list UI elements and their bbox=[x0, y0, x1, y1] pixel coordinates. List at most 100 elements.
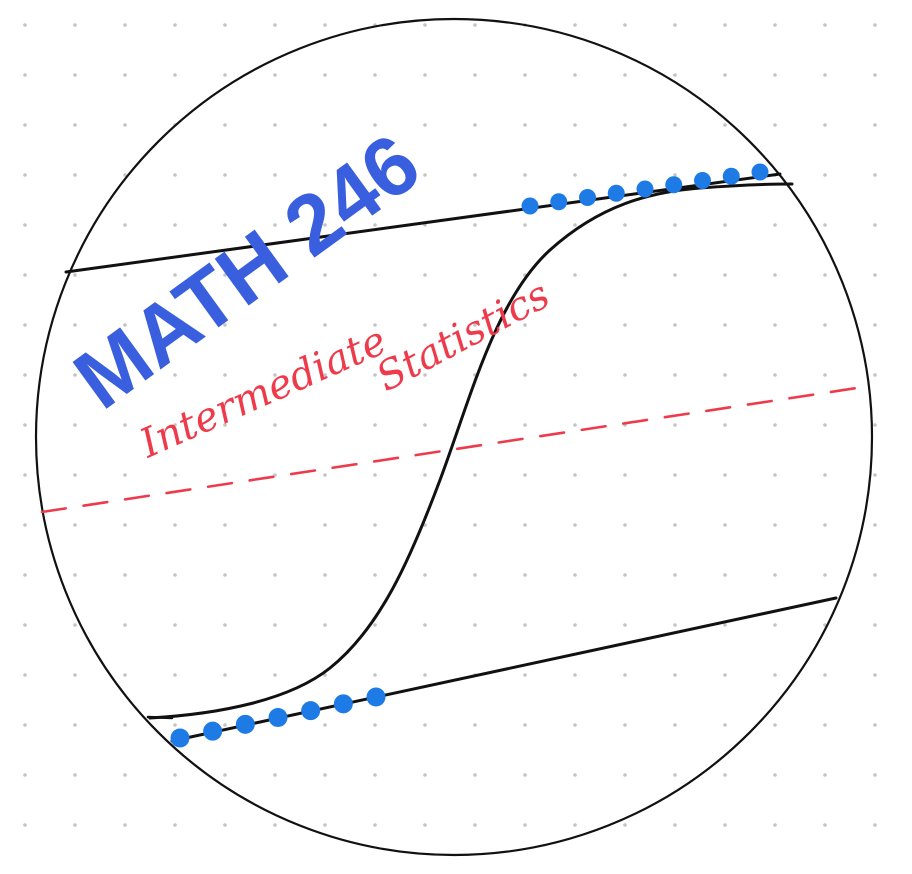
grid-dot bbox=[773, 23, 777, 27]
grid-dot bbox=[223, 123, 227, 127]
grid-dot bbox=[673, 473, 677, 477]
grid-dot bbox=[423, 773, 427, 777]
blue-data-dot bbox=[751, 163, 769, 181]
grid-dot bbox=[323, 23, 327, 27]
grid-dot bbox=[523, 123, 527, 127]
grid-dot bbox=[273, 273, 277, 277]
grid-dot bbox=[123, 623, 127, 627]
blue-data-dot bbox=[607, 184, 625, 202]
upper-blue-dots bbox=[521, 163, 769, 215]
grid-dot bbox=[123, 773, 127, 777]
blue-data-dot bbox=[268, 708, 288, 727]
grid-dot bbox=[473, 423, 477, 427]
grid-dot bbox=[473, 223, 477, 227]
grid-dot bbox=[423, 573, 427, 577]
grid-dot bbox=[173, 773, 177, 777]
grid-dot bbox=[623, 273, 627, 277]
grid-dot bbox=[173, 673, 177, 677]
grid-dot bbox=[73, 73, 77, 77]
grid-dot bbox=[773, 523, 777, 527]
grid-dot bbox=[23, 373, 27, 377]
grid-dot bbox=[323, 473, 327, 477]
grid-dot bbox=[823, 573, 827, 577]
grid-dot bbox=[73, 723, 77, 727]
grid-dot bbox=[123, 23, 127, 27]
dot-grid-background bbox=[23, 23, 877, 827]
logo-circle bbox=[34, 17, 874, 857]
grid-dot bbox=[373, 173, 377, 177]
grid-dot bbox=[223, 273, 227, 277]
grid-dot bbox=[823, 123, 827, 127]
grid-dot bbox=[773, 623, 777, 627]
grid-dot bbox=[123, 473, 127, 477]
grid-dot bbox=[223, 373, 227, 377]
grid-dot bbox=[573, 573, 577, 577]
grid-dot bbox=[723, 273, 727, 277]
grid-dot bbox=[873, 373, 877, 377]
blue-data-dot bbox=[203, 721, 223, 741]
grid-dot bbox=[323, 173, 327, 177]
grid-dot bbox=[823, 323, 827, 327]
grid-dot bbox=[173, 823, 177, 827]
grid-dot bbox=[623, 323, 627, 327]
grid-dot bbox=[673, 273, 677, 277]
blue-data-dot bbox=[170, 728, 190, 748]
grid-dot bbox=[773, 323, 777, 327]
grid-dot bbox=[273, 423, 277, 427]
grid-dot bbox=[823, 723, 827, 727]
grid-dot bbox=[423, 123, 427, 127]
grid-dot bbox=[473, 623, 477, 627]
grid-dot bbox=[273, 23, 277, 27]
grid-dot bbox=[673, 773, 677, 777]
grid-dot bbox=[873, 73, 877, 77]
grid-dot bbox=[723, 623, 727, 627]
grid-dot bbox=[823, 773, 827, 777]
grid-dot bbox=[123, 573, 127, 577]
grid-dot bbox=[323, 223, 327, 227]
grid-dot bbox=[773, 373, 777, 377]
grid-dot bbox=[573, 523, 577, 527]
grid-dot bbox=[873, 473, 877, 477]
grid-dot bbox=[523, 823, 527, 827]
grid-dot bbox=[673, 423, 677, 427]
grid-dot bbox=[623, 373, 627, 377]
grid-dot bbox=[773, 823, 777, 827]
grid-dot bbox=[623, 473, 627, 477]
grid-dot bbox=[673, 673, 677, 677]
grid-dot bbox=[373, 273, 377, 277]
grid-dot bbox=[73, 573, 77, 577]
grid-dot bbox=[873, 573, 877, 577]
grid-dot bbox=[23, 473, 27, 477]
grid-dot bbox=[23, 723, 27, 727]
grid-dot bbox=[373, 523, 377, 527]
grid-dot bbox=[873, 223, 877, 227]
grid-dot bbox=[773, 673, 777, 677]
grid-dot bbox=[523, 623, 527, 627]
grid-dot bbox=[573, 673, 577, 677]
grid-dot bbox=[573, 373, 577, 377]
grid-dot bbox=[573, 723, 577, 727]
grid-dot bbox=[123, 73, 127, 77]
grid-dot bbox=[223, 773, 227, 777]
grid-dot bbox=[473, 823, 477, 827]
grid-dot bbox=[723, 423, 727, 427]
grid-dot bbox=[223, 173, 227, 177]
grid-dot bbox=[673, 223, 677, 227]
grid-dot bbox=[223, 823, 227, 827]
grid-dot bbox=[773, 423, 777, 427]
grid-dot bbox=[373, 323, 377, 327]
grid-dot bbox=[123, 373, 127, 377]
grid-dot bbox=[773, 273, 777, 277]
grid-dot bbox=[23, 623, 27, 627]
grid-dot bbox=[873, 23, 877, 27]
grid-dot bbox=[573, 273, 577, 277]
grid-dot bbox=[823, 73, 827, 77]
grid-dot bbox=[373, 823, 377, 827]
grid-dot bbox=[173, 423, 177, 427]
grid-dot bbox=[523, 323, 527, 327]
grid-dot bbox=[23, 123, 27, 127]
grid-dot bbox=[23, 273, 27, 277]
grid-dot bbox=[223, 473, 227, 477]
grid-dot bbox=[23, 323, 27, 327]
grid-dot bbox=[73, 123, 77, 127]
